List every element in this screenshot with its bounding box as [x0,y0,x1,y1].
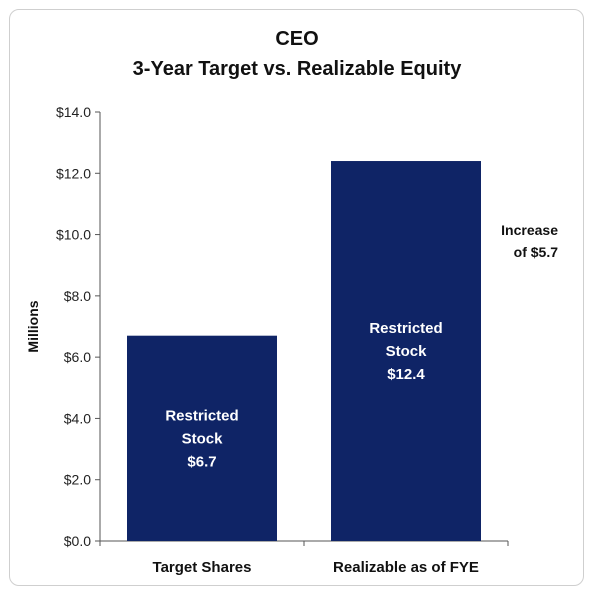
y-tick-label: $6.0 [64,349,91,365]
bar-data-label: Restricted [369,320,442,337]
x-category-label: Realizable as of FYE [333,559,479,576]
bar-data-label: Stock [386,343,428,360]
increase-annotation: of $5.7 [514,244,559,260]
bar-data-label: Stock [182,430,224,447]
chart-card [9,9,584,586]
chart-subtitle: 3-Year Target vs. Realizable Equity [132,58,462,80]
y-tick-label: $12.0 [56,165,91,181]
y-tick-label: $14.0 [56,104,91,120]
bar-data-label: $12.4 [387,366,425,383]
y-tick-label: $4.0 [64,410,91,426]
y-tick-label: $0.0 [64,533,91,549]
bar [331,161,481,541]
x-category-label: Target Shares [153,559,252,576]
y-tick-label: $2.0 [64,472,91,488]
increase-annotation: Increase [501,222,558,238]
y-axis-label: Millions [25,300,41,352]
bar [127,335,277,541]
y-tick-label: $10.0 [56,227,91,243]
bar-data-label: Restricted [165,407,238,424]
bar-data-label: $6.7 [187,453,216,470]
chart-title: CEO [275,28,319,50]
y-tick-label: $8.0 [64,288,91,304]
